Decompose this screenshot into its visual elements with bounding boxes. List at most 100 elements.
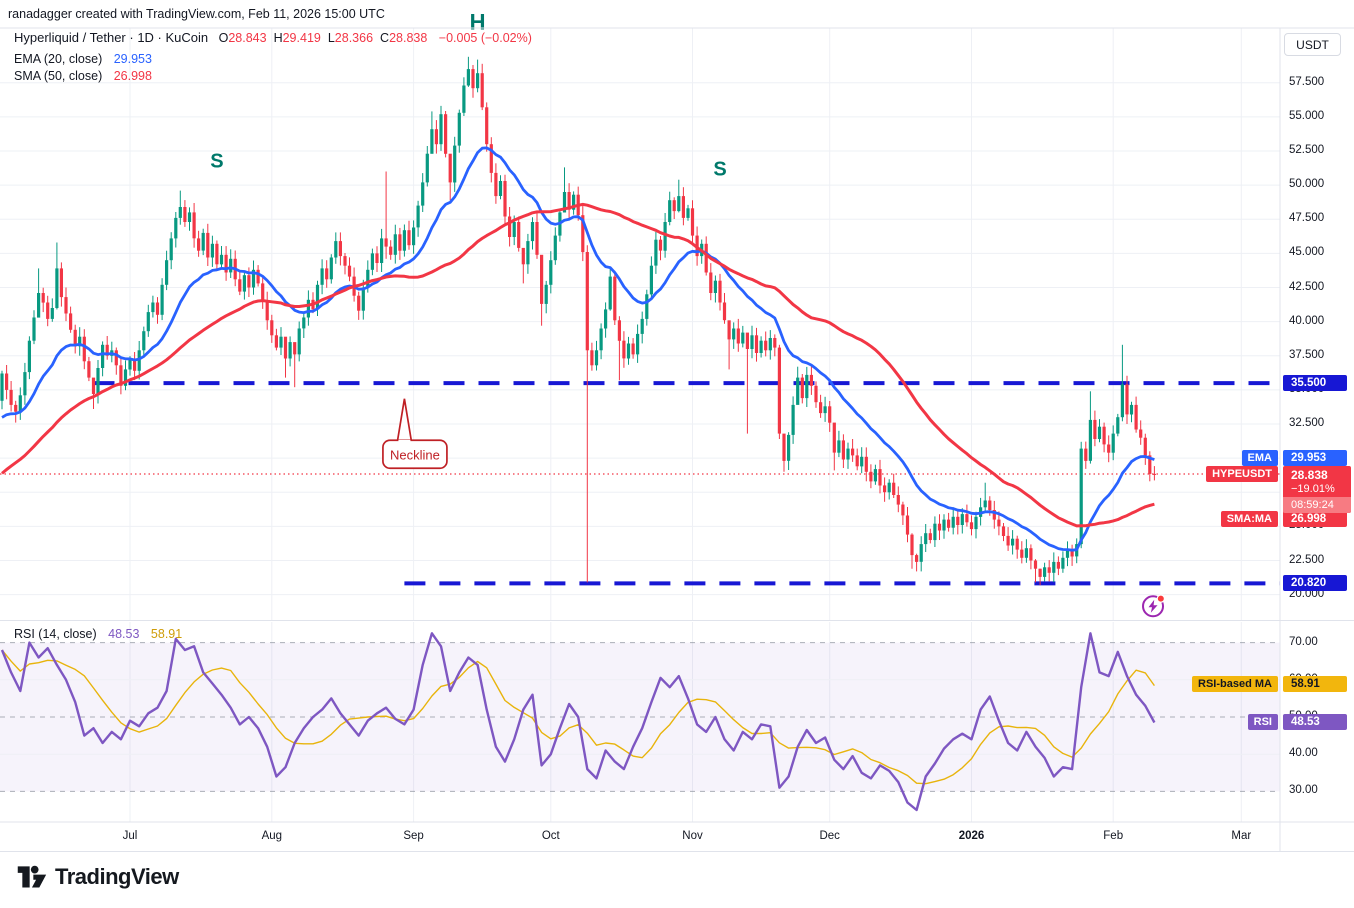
- candle-body: [174, 217, 178, 239]
- candle-body: [988, 500, 992, 511]
- candle-body: [393, 234, 397, 255]
- candle-body: [690, 208, 695, 236]
- candle-body: [325, 268, 329, 280]
- candle-body: [160, 284, 164, 315]
- candle-body: [754, 335, 759, 353]
- right-shoulder-label[interactable]: S: [713, 159, 726, 181]
- candle-body: [146, 312, 150, 332]
- candle-body: [567, 192, 571, 210]
- candle-body: [549, 260, 553, 285]
- candle-body: [384, 238, 388, 247]
- candle-body: [46, 302, 50, 319]
- candle-body: [23, 372, 27, 396]
- candle-body: [530, 222, 535, 242]
- flash-icon[interactable]: [1142, 594, 1166, 618]
- candle-body: [178, 207, 182, 218]
- candle-body: [119, 365, 123, 386]
- candle-body: [521, 247, 525, 265]
- candle-body: [41, 293, 45, 303]
- candle-body: [905, 515, 910, 535]
- candle-body: [498, 181, 503, 196]
- candle-body: [841, 440, 845, 460]
- candle-body: [1015, 538, 1019, 550]
- candle-body: [814, 385, 818, 403]
- candle-body: [704, 243, 708, 273]
- candle-body: [489, 144, 493, 173]
- candle-body: [860, 456, 864, 467]
- candle-body: [851, 448, 855, 456]
- candle-body: [197, 238, 201, 251]
- candle-body: [448, 153, 452, 183]
- candle-body: [896, 495, 900, 505]
- candle-body: [1029, 548, 1033, 561]
- candle-body: [512, 222, 516, 237]
- candle-body: [928, 533, 932, 540]
- candle-body: [137, 350, 141, 371]
- candle-body: [1070, 551, 1074, 557]
- candle-body: [1134, 404, 1138, 430]
- candle-body: [242, 275, 246, 292]
- rsi-line: [0, 632, 1156, 812]
- candle-body: [855, 455, 859, 467]
- candle-body: [864, 456, 868, 472]
- candle-body: [750, 335, 754, 349]
- candle-body: [544, 284, 548, 304]
- candle-body: [265, 301, 269, 321]
- left-shoulder-label[interactable]: S: [210, 150, 223, 172]
- candle-body: [1148, 455, 1152, 474]
- candle-body: [745, 332, 749, 349]
- candle-body: [992, 510, 996, 520]
- head-label[interactable]: H: [470, 10, 486, 35]
- tradingview-logo[interactable]: TradingView: [15, 860, 179, 893]
- currency-button[interactable]: USDT: [1284, 33, 1341, 56]
- candle-body: [590, 350, 594, 366]
- candle-body: [608, 276, 612, 310]
- candle-body: [59, 268, 63, 298]
- candle-body: [101, 344, 105, 368]
- sma-line: [1, 202, 1155, 528]
- candle-body: [681, 196, 685, 218]
- candle-body: [654, 239, 658, 266]
- candle-body: [526, 241, 530, 265]
- candle-body: [37, 293, 41, 318]
- neckline-callout[interactable]: Neckline: [382, 398, 448, 470]
- candle-body: [343, 256, 347, 266]
- candle-body: [613, 276, 617, 321]
- candle-body: [887, 482, 891, 493]
- candle-body: [293, 342, 297, 355]
- candle-body: [91, 377, 96, 394]
- candle-body: [238, 279, 242, 292]
- candle-body: [494, 172, 498, 197]
- candle-body: [1043, 567, 1047, 577]
- candle-body: [421, 182, 425, 206]
- candle-body: [87, 361, 91, 378]
- candle-body: [677, 196, 681, 212]
- candle-body: [901, 504, 905, 516]
- candle-body: [974, 516, 978, 530]
- candle-body: [924, 533, 928, 545]
- lightning-bolt-icon: [1148, 599, 1158, 613]
- candle-body: [581, 215, 585, 253]
- candle-body: [503, 181, 507, 217]
- candle-body: [69, 313, 73, 330]
- candle-body: [142, 331, 146, 351]
- candle-body: [626, 343, 631, 359]
- candle-body: [837, 440, 841, 453]
- candle-body: [828, 406, 832, 423]
- candle-body: [155, 302, 160, 315]
- candle-body: [133, 359, 137, 371]
- attribution-text: ranadagger created with TradingView.com,…: [8, 7, 385, 21]
- candle-body: [668, 200, 672, 222]
- candle-body: [247, 275, 251, 288]
- candle-body: [169, 238, 173, 261]
- candle-body: [572, 194, 576, 210]
- candle-body: [210, 243, 214, 258]
- grid-lines: [0, 28, 1280, 822]
- rsi-ma-line: [1, 649, 1155, 785]
- candle-body: [229, 258, 233, 273]
- candle-body: [1129, 404, 1134, 415]
- candle-body: [1011, 538, 1015, 546]
- candle-body: [380, 238, 384, 263]
- candle-body: [114, 350, 118, 366]
- candle-body: [128, 359, 132, 370]
